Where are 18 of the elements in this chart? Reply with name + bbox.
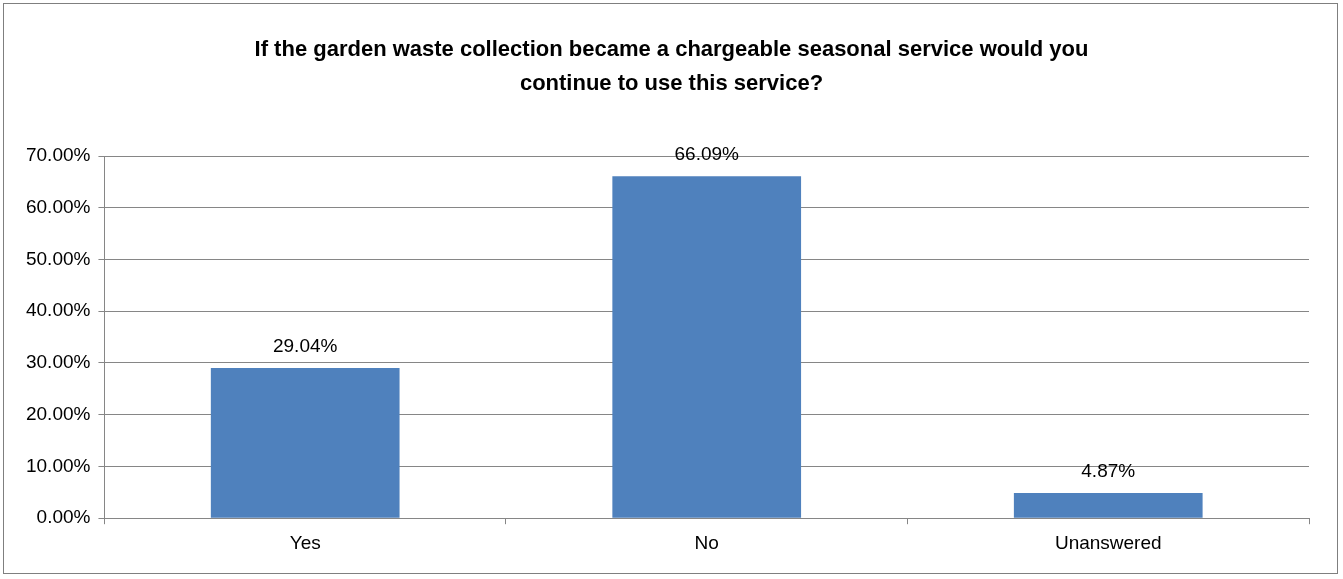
x-tick-label: Unanswered [1054, 531, 1162, 553]
data-label: 4.87% [1081, 459, 1136, 481]
data-label: 29.04% [272, 334, 338, 356]
y-tick-label: 50.00% [25, 247, 91, 269]
x-tick-label: No [694, 531, 719, 553]
y-tick-label: 40.00% [25, 299, 91, 321]
y-tick-label: 20.00% [25, 402, 91, 424]
bar [210, 367, 400, 518]
y-tick-label: 30.00% [25, 351, 91, 373]
bar [612, 176, 802, 518]
chart-title: If the garden waste collection became a chargeable seasonal service would you continue to use this service? [253, 35, 1090, 97]
y-tick-label: 10.00% [25, 454, 91, 476]
x-tick-label: Yes [289, 531, 321, 553]
bar [1013, 493, 1203, 518]
data-label: 66.09% [674, 142, 740, 164]
y-tick-label: 0.00% [36, 506, 91, 528]
y-tick-label: 60.00% [25, 195, 91, 217]
y-tick-label: 70.00% [25, 144, 91, 166]
